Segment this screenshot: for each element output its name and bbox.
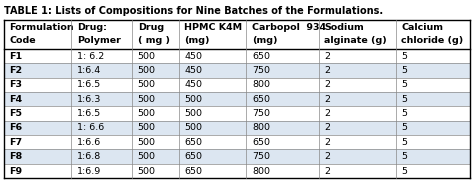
Text: F7: F7 xyxy=(9,138,23,147)
Text: F6: F6 xyxy=(9,123,23,132)
Bar xyxy=(4,20,470,49)
Text: 650: 650 xyxy=(184,166,202,176)
Text: (mg): (mg) xyxy=(184,36,210,45)
Text: F9: F9 xyxy=(9,166,23,176)
Bar xyxy=(4,63,470,78)
Text: 450: 450 xyxy=(184,80,202,89)
Text: 1:6.3: 1:6.3 xyxy=(77,95,101,104)
Text: 1:6.4: 1:6.4 xyxy=(77,66,101,75)
Text: 5: 5 xyxy=(401,66,407,75)
Text: Formulation: Formulation xyxy=(9,23,74,32)
Text: 750: 750 xyxy=(252,152,270,161)
Text: 650: 650 xyxy=(252,138,270,147)
Text: Calcium: Calcium xyxy=(401,23,443,32)
Text: HPMC K4M: HPMC K4M xyxy=(184,23,243,32)
Text: 650: 650 xyxy=(184,152,202,161)
Text: 5: 5 xyxy=(401,166,407,176)
Text: Carbopol  934: Carbopol 934 xyxy=(252,23,326,32)
Bar xyxy=(4,149,470,164)
Text: 500: 500 xyxy=(138,109,156,118)
Text: 2: 2 xyxy=(324,109,330,118)
Text: F8: F8 xyxy=(9,152,23,161)
Text: 2: 2 xyxy=(324,138,330,147)
Text: 800: 800 xyxy=(252,123,270,132)
Text: 800: 800 xyxy=(252,166,270,176)
Text: 1:6.5: 1:6.5 xyxy=(77,109,101,118)
Text: 500: 500 xyxy=(138,152,156,161)
Text: alginate (g): alginate (g) xyxy=(324,36,387,45)
Text: 5: 5 xyxy=(401,123,407,132)
Bar xyxy=(4,135,470,149)
Text: 2: 2 xyxy=(324,80,330,89)
Text: F5: F5 xyxy=(9,109,22,118)
Text: 1:6.5: 1:6.5 xyxy=(77,80,101,89)
Text: 2: 2 xyxy=(324,66,330,75)
Text: chloride (g): chloride (g) xyxy=(401,36,464,45)
Text: 5: 5 xyxy=(401,95,407,104)
Text: 650: 650 xyxy=(184,138,202,147)
Text: 500: 500 xyxy=(138,138,156,147)
Text: 5: 5 xyxy=(401,152,407,161)
Text: Sodium: Sodium xyxy=(324,23,364,32)
Text: 1: 6.6: 1: 6.6 xyxy=(77,123,104,132)
Text: 650: 650 xyxy=(252,95,270,104)
Text: 450: 450 xyxy=(184,66,202,75)
Text: 500: 500 xyxy=(184,123,202,132)
Text: 750: 750 xyxy=(252,66,270,75)
Text: 500: 500 xyxy=(138,80,156,89)
Text: 2: 2 xyxy=(324,95,330,104)
Bar xyxy=(4,164,470,178)
Text: 5: 5 xyxy=(401,52,407,61)
Text: 2: 2 xyxy=(324,52,330,61)
Text: Drug: Drug xyxy=(138,23,164,32)
Text: F4: F4 xyxy=(9,95,23,104)
Text: F1: F1 xyxy=(9,52,23,61)
Text: 5: 5 xyxy=(401,109,407,118)
Text: 500: 500 xyxy=(184,95,202,104)
Text: 500: 500 xyxy=(138,123,156,132)
Text: 2: 2 xyxy=(324,166,330,176)
Text: 650: 650 xyxy=(252,52,270,61)
Text: 500: 500 xyxy=(138,166,156,176)
Text: 2: 2 xyxy=(324,152,330,161)
Text: 500: 500 xyxy=(138,52,156,61)
Text: 5: 5 xyxy=(401,138,407,147)
Text: F3: F3 xyxy=(9,80,22,89)
Text: Code: Code xyxy=(9,36,36,45)
Text: 500: 500 xyxy=(138,66,156,75)
Text: 750: 750 xyxy=(252,109,270,118)
Bar xyxy=(4,121,470,135)
Text: 450: 450 xyxy=(184,52,202,61)
Text: 5: 5 xyxy=(401,80,407,89)
Bar xyxy=(4,49,470,63)
Text: 1:6.8: 1:6.8 xyxy=(77,152,101,161)
Text: 1: 6.2: 1: 6.2 xyxy=(77,52,104,61)
Text: Polymer: Polymer xyxy=(77,36,121,45)
Text: 1:6.6: 1:6.6 xyxy=(77,138,101,147)
Text: 500: 500 xyxy=(138,95,156,104)
Text: 1:6.9: 1:6.9 xyxy=(77,166,101,176)
Text: Drug:: Drug: xyxy=(77,23,107,32)
Text: 800: 800 xyxy=(252,80,270,89)
Text: 2: 2 xyxy=(324,123,330,132)
Text: F2: F2 xyxy=(9,66,23,75)
Bar xyxy=(4,78,470,92)
Text: TABLE 1: Lists of Compositions for Nine Batches of the Formulations.: TABLE 1: Lists of Compositions for Nine … xyxy=(4,6,383,16)
Text: (mg): (mg) xyxy=(252,36,277,45)
Text: ( mg ): ( mg ) xyxy=(138,36,170,45)
Bar xyxy=(4,92,470,106)
Bar xyxy=(4,106,470,121)
Text: 500: 500 xyxy=(184,109,202,118)
